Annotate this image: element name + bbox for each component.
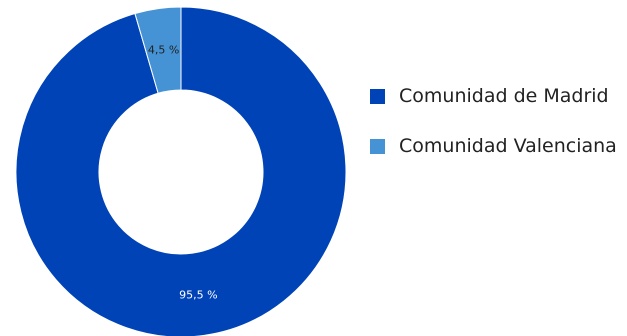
legend-item-comunidad-de-madrid: Comunidad de Madrid xyxy=(370,84,617,108)
legend-label-comunidad-de-madrid: Comunidad de Madrid xyxy=(399,85,609,107)
donut-chart-plot: 95,5 % 4,5 % xyxy=(15,6,347,336)
legend-swatch-comunidad-valenciana xyxy=(370,138,385,154)
legend-swatch-comunidad-de-madrid xyxy=(370,88,385,104)
chart-legend: Comunidad de Madrid Comunidad Valenciana xyxy=(370,84,617,184)
data-label-comunidad-de-madrid: 95,5 % xyxy=(179,288,217,301)
data-label-comunidad-valenciana: 4,5 % xyxy=(148,44,179,57)
slice-comunidad-de-madrid xyxy=(15,6,347,336)
slice-comunidad-valenciana xyxy=(134,6,182,94)
legend-label-comunidad-valenciana: Comunidad Valenciana xyxy=(399,135,617,157)
legend-item-comunidad-valenciana: Comunidad Valenciana xyxy=(370,134,617,158)
